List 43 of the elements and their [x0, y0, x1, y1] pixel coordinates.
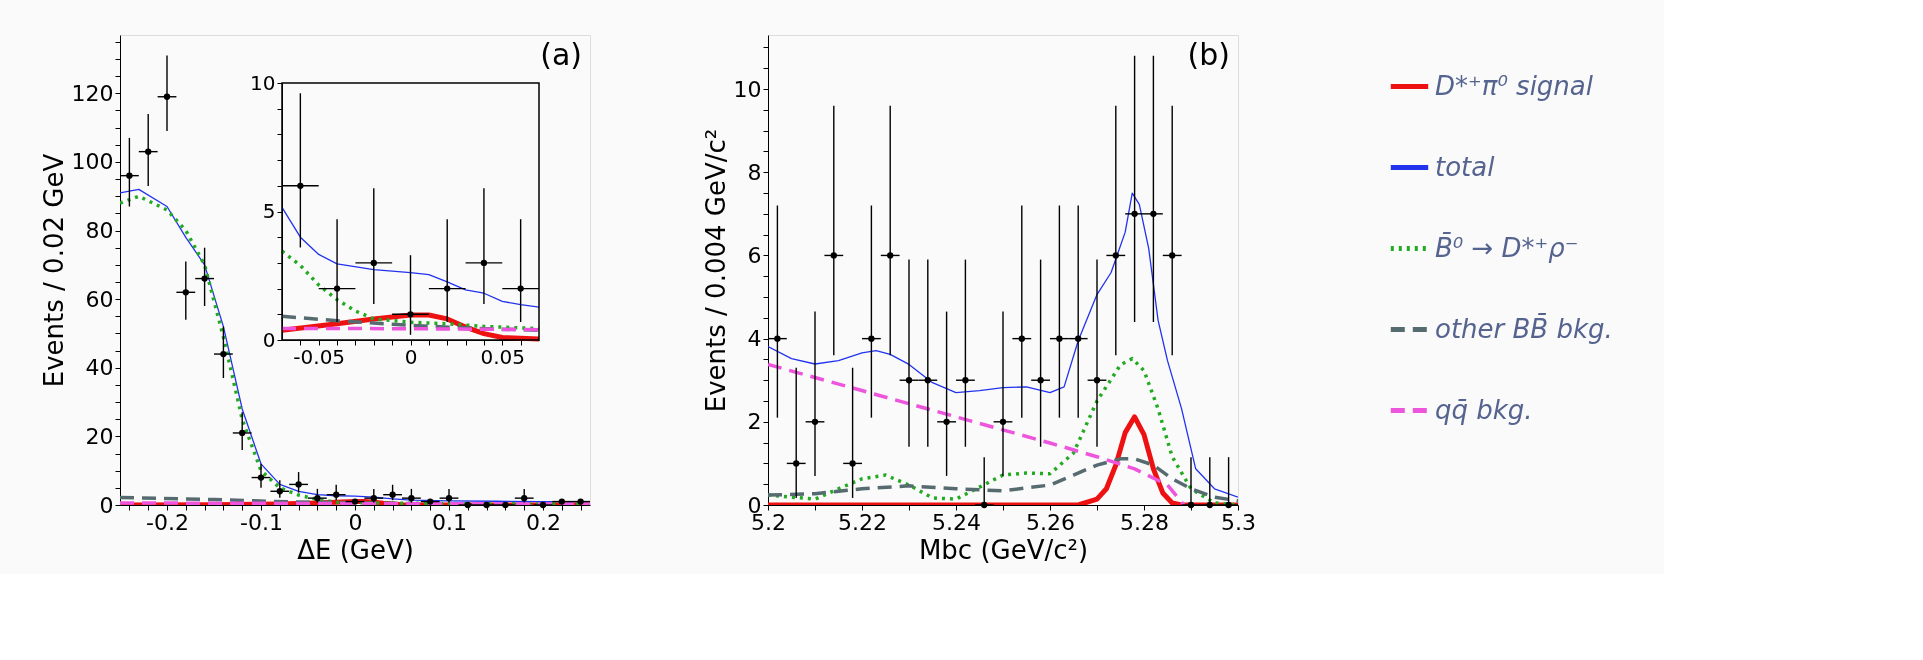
x-tick-label: -0.1 — [240, 509, 283, 535]
y-tick-label: 5 — [262, 199, 276, 223]
x-tick-label: 5.24 — [932, 509, 981, 535]
y-tick-label: 10 — [733, 76, 762, 102]
y-tick-label: 6 — [747, 242, 762, 268]
legend-label: total — [1435, 151, 1496, 182]
x-axis-title: Mbc (GeV/c²) — [918, 534, 1089, 565]
x-tick-label: 0 — [404, 344, 418, 369]
x-tick-label: 5.3 — [1221, 509, 1256, 535]
y-tick-label: 120 — [71, 80, 114, 106]
x-tick-label: 0 — [348, 509, 363, 535]
x-tick-label: -0.2 — [146, 509, 189, 535]
y-tick-label: 60 — [85, 286, 114, 312]
annotation: (b) — [1187, 37, 1230, 72]
x-tick-label: -0.05 — [293, 344, 346, 369]
legend-label: D*⁺π⁰ signal — [1435, 70, 1594, 101]
y-tick-label: 20 — [85, 423, 114, 449]
y-axis-title: Events / 0.004 GeV/c² — [700, 128, 731, 413]
legend-label: B̄⁰ → D*⁺ρ⁻ — [1435, 231, 1579, 263]
y-tick-label: 0 — [99, 492, 114, 518]
line-series — [768, 192, 1238, 498]
y-tick-label: 40 — [85, 355, 114, 381]
y-tick-label: 8 — [747, 159, 762, 185]
x-tick-label: 5.22 — [838, 509, 887, 535]
line-series — [280, 314, 541, 332]
x-tick-label: 0.2 — [526, 509, 561, 535]
y-tick-label: 100 — [71, 149, 114, 175]
y-tick-label: 10 — [250, 70, 276, 95]
x-tick-label: 5.28 — [1120, 509, 1169, 535]
line-series — [281, 206, 540, 308]
y-tick-label: 2 — [747, 409, 762, 435]
x-tick-label: 0.05 — [480, 344, 526, 369]
x-tick-label: 0.1 — [432, 509, 467, 535]
legend-label: qq̄ bkg. — [1435, 394, 1533, 425]
point — [351, 498, 359, 505]
y-tick-label: 0 — [262, 327, 276, 352]
y-tick-label: 80 — [85, 218, 114, 244]
y-tick-label: 4 — [747, 326, 762, 352]
x-axis-title: ΔE (GeV) — [297, 534, 414, 565]
annotation: (a) — [540, 37, 582, 72]
legend-label: other BB̄ bkg. — [1435, 312, 1613, 344]
x-tick-label: 5.26 — [1026, 509, 1075, 535]
y-axis-title: Events / 0.02 GeV — [38, 153, 69, 388]
